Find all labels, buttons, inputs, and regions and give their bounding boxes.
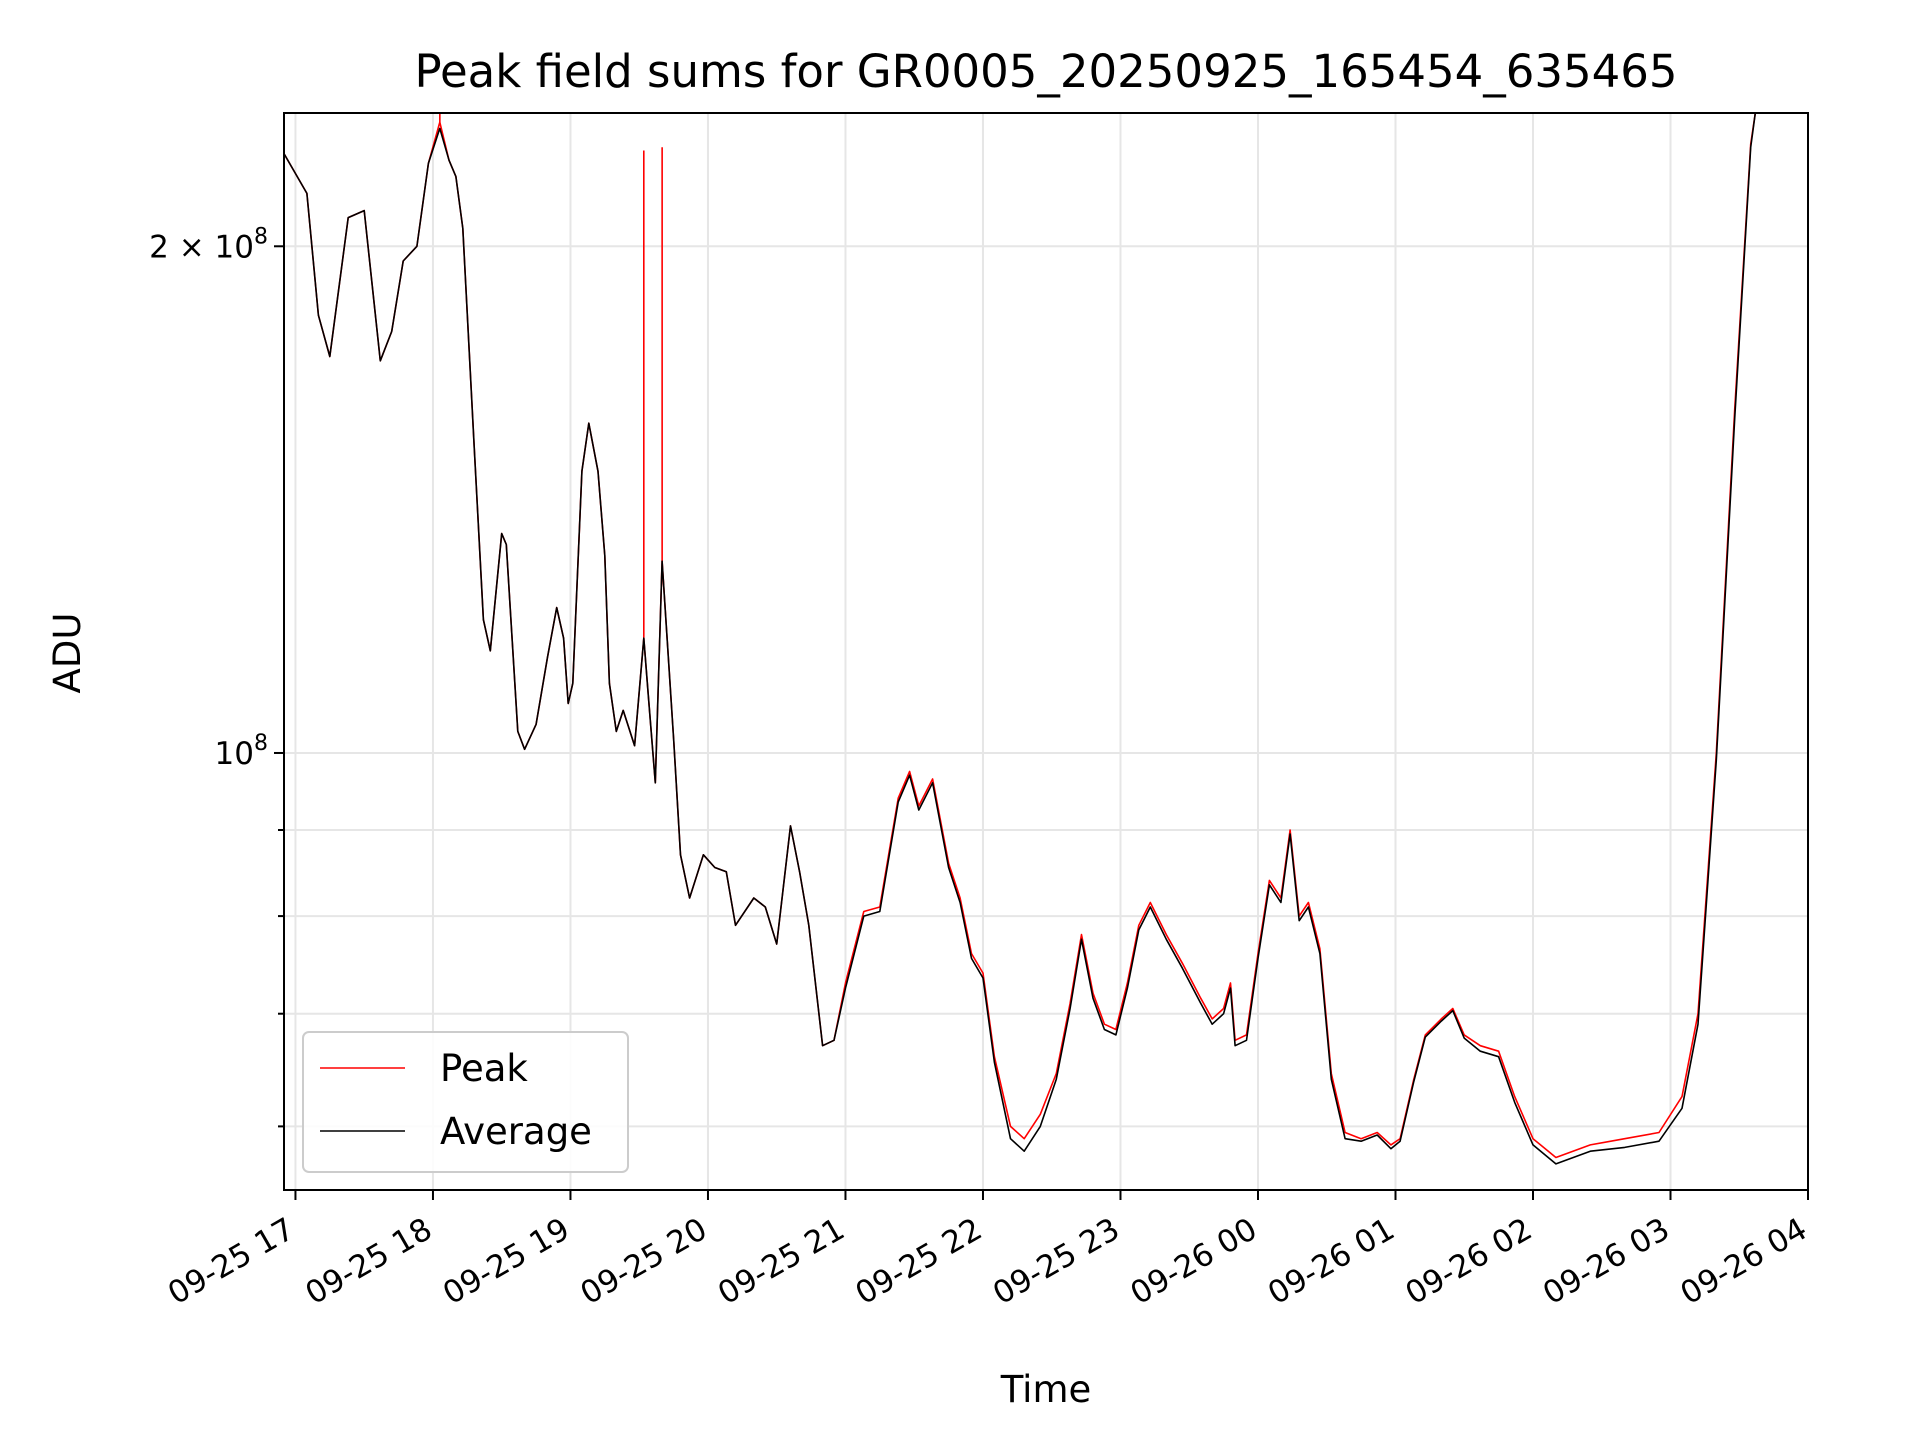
x-tick-label: 09-26 04 <box>1674 1211 1813 1312</box>
x-tick-label: 09-25 19 <box>437 1211 576 1312</box>
x-tick-label: 09-25 21 <box>712 1211 851 1312</box>
series-line-peak <box>284 113 1757 1159</box>
x-tick-label: 09-26 01 <box>1262 1211 1401 1312</box>
x-tick-label: 09-25 18 <box>299 1211 438 1312</box>
x-tick-label: 09-25 23 <box>987 1211 1126 1312</box>
y-axis-label: ADU <box>46 613 89 694</box>
x-tick-label: 09-26 02 <box>1399 1211 1538 1312</box>
y-tick-label: 108 <box>215 731 268 772</box>
legend: Peak Average <box>302 1031 629 1173</box>
plot-area <box>284 113 1757 1165</box>
y-axis-ticks: 108 2 × 108 <box>149 224 284 1128</box>
legend-box <box>302 1031 629 1173</box>
x-tick-label: 09-26 03 <box>1537 1211 1676 1312</box>
legend-label-average: Average <box>440 1110 592 1153</box>
x-tick-label: 09-25 20 <box>574 1211 713 1312</box>
plot-frame <box>283 112 1809 1191</box>
y-tick-label: 2 × 108 <box>149 224 268 265</box>
x-tick-label: 09-25 17 <box>162 1211 301 1312</box>
series-line-average <box>284 113 1757 1165</box>
x-tick-label: 09-26 00 <box>1124 1211 1263 1312</box>
x-axis-label: Time <box>1000 1368 1092 1411</box>
chart-title: Peak field sums for GR0005_20250925_1654… <box>414 45 1677 98</box>
legend-label-peak: Peak <box>440 1047 528 1090</box>
x-tick-label: 09-25 22 <box>849 1211 988 1312</box>
